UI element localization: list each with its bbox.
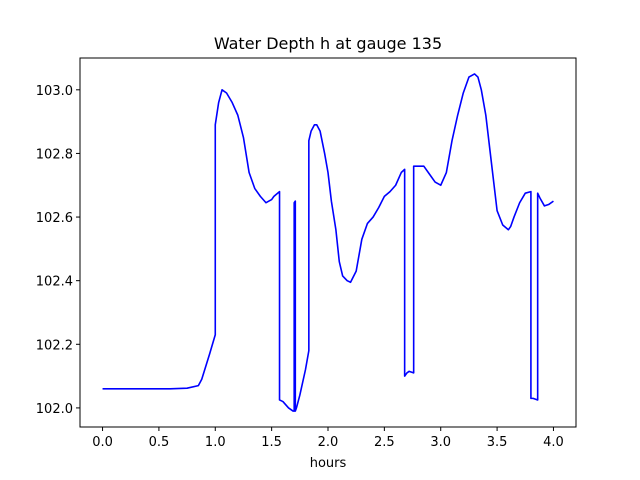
y-tick-label: 102.6	[36, 211, 73, 226]
x-tick-label: 4.0	[543, 435, 564, 450]
plot-frame	[79, 57, 577, 428]
y-tick-label: 102.0	[36, 402, 73, 417]
series-line-0	[102, 73, 554, 412]
x-tick-label: 2.0	[318, 435, 339, 450]
x-tick-label: 2.5	[374, 435, 395, 450]
plot-area	[102, 73, 554, 412]
x-tick-label: 3.0	[430, 435, 451, 450]
y-tick-label: 103.0	[36, 84, 73, 99]
x-tick-label: 0.0	[92, 435, 113, 450]
y-tick-label: 102.4	[36, 275, 73, 290]
x-tick-label: 0.5	[149, 435, 170, 450]
x-tick-label: 3.5	[487, 435, 508, 450]
y-tick-label: 102.8	[36, 147, 73, 162]
x-tick-label: 1.0	[205, 435, 226, 450]
y-tick-label: 102.2	[36, 338, 73, 353]
x-tick-label: 1.5	[261, 435, 282, 450]
chart-title: Water Depth h at gauge 135	[214, 34, 442, 53]
x-axis: 0.0 0.5 1.0 1.5 2.0 2.5 3.0 3.5 4.0	[92, 427, 564, 450]
y-axis: 102.0 102.2 102.4 102.6 102.8 103.0	[36, 84, 80, 417]
x-axis-label: hours	[310, 456, 347, 471]
